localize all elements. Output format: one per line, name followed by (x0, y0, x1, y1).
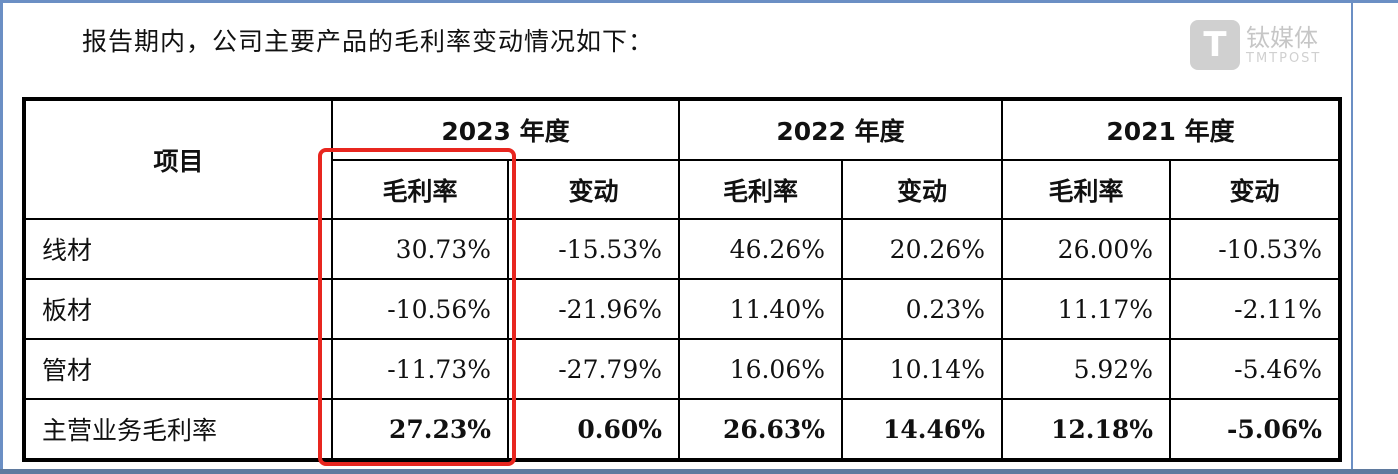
cell: 26.63% (678, 398, 843, 461)
subheader-margin: 毛利率 (331, 159, 509, 220)
subheader-change: 变动 (1169, 159, 1341, 220)
cell: 16.06% (678, 338, 843, 400)
subheader-margin: 毛利率 (1001, 159, 1171, 220)
cell: -21.96% (507, 278, 680, 340)
cell: -10.53% (1169, 218, 1341, 280)
cell: 26.00% (1001, 218, 1171, 280)
table-row: 板材 -10.56% -21.96% 11.40% 0.23% 11.17% -… (23, 278, 1341, 340)
intro-text: 报告期内，公司主要产品的毛利率变动情况如下： (82, 27, 655, 56)
subheader-change: 变动 (507, 159, 680, 220)
watermark-sub: TMTPOST (1246, 50, 1322, 66)
cell: -27.79% (507, 338, 680, 400)
watermark-logo-icon: T (1190, 20, 1240, 70)
table-row: 线材 30.73% -15.53% 46.26% 20.26% 26.00% -… (23, 218, 1341, 280)
cell: 14.46% (841, 398, 1003, 461)
gross-margin-table: 项目 2023 年度 2022 年度 2021 年度 毛利率 变动 毛利率 变动… (22, 97, 1342, 462)
cell: -5.46% (1169, 338, 1341, 400)
header-year-2021: 2021 年度 (1001, 98, 1341, 161)
frame-left (0, 0, 3, 474)
cell: -15.53% (507, 218, 680, 280)
subheader-margin: 毛利率 (678, 159, 843, 220)
row-label: 线材 (23, 218, 333, 280)
watermark-name: 钛媒体 (1246, 23, 1318, 52)
cell: 5.92% (1001, 338, 1171, 400)
cell: 30.73% (331, 218, 509, 280)
frame-bottom (0, 469, 1398, 474)
table-row: 管材 -11.73% -27.79% 16.06% 10.14% 5.92% -… (23, 338, 1341, 400)
cell: 0.60% (507, 398, 680, 461)
cell: 12.18% (1001, 398, 1171, 461)
frame-top (0, 0, 1398, 3)
row-label: 管材 (23, 338, 333, 400)
cell: 27.23% (331, 398, 509, 461)
frame-right (1351, 0, 1353, 474)
header-item: 项目 (23, 98, 333, 220)
header-year-2022: 2022 年度 (678, 98, 1003, 161)
cell: -10.56% (331, 278, 509, 340)
cell: 11.40% (678, 278, 843, 340)
cell: -5.06% (1169, 398, 1341, 461)
cell: 0.23% (841, 278, 1003, 340)
cell: -2.11% (1169, 278, 1341, 340)
cell: -11.73% (331, 338, 509, 400)
cell: 10.14% (841, 338, 1003, 400)
subheader-change: 变动 (841, 159, 1003, 220)
cell: 11.17% (1001, 278, 1171, 340)
watermark: T 钛媒体 TMTPOST (1190, 20, 1321, 70)
table-row-total: 主营业务毛利率 27.23% 0.60% 26.63% 14.46% 12.18… (23, 398, 1341, 461)
highlight-box (318, 148, 516, 466)
row-label: 主营业务毛利率 (23, 398, 333, 461)
cell: 20.26% (841, 218, 1003, 280)
cell: 46.26% (678, 218, 843, 280)
row-label: 板材 (23, 278, 333, 340)
